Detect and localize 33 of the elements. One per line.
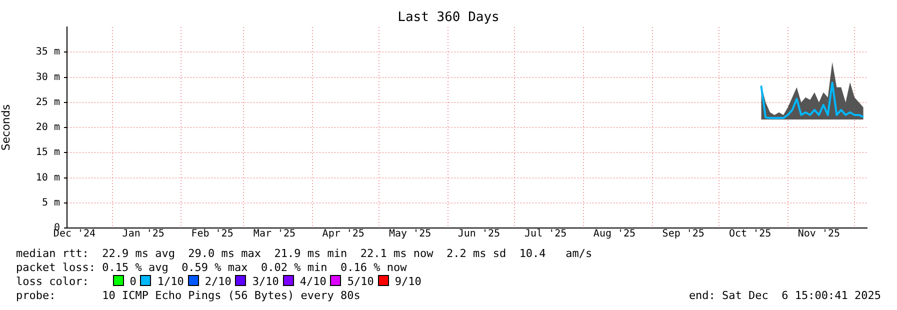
x-tick-label: Sep '25 bbox=[662, 228, 704, 240]
y-tick-label: 30 m bbox=[36, 72, 60, 83]
text: 3/10 bbox=[252, 275, 279, 288]
x-tick-label: Oct '25 bbox=[728, 228, 772, 240]
text: 0 bbox=[130, 275, 136, 288]
y-tick-label: 5 m bbox=[42, 197, 60, 208]
x-tick-label: Nov '25 bbox=[798, 228, 840, 240]
text: 9/10 bbox=[394, 275, 422, 288]
x-tick-label: Feb '25 bbox=[191, 228, 234, 240]
y-tick-label: 35 m bbox=[36, 46, 60, 58]
x-tick-label: Dec '24 bbox=[53, 228, 96, 240]
y-tick-label: 20 m bbox=[36, 122, 60, 134]
text: end: Sat Dec 6 15:00:41 2025 bbox=[688, 289, 881, 302]
text: probe: 10 ICMP Echo Pings (56 Bytes) every 80s bbox=[16, 289, 360, 302]
x-tick-label: Jul '25 bbox=[524, 228, 567, 240]
text: 2/10 bbox=[204, 275, 232, 288]
text: 5/10 bbox=[347, 275, 374, 288]
text: 1/10 bbox=[157, 275, 184, 288]
text: median rtt: 22.9 ms avg 29.0 ms max 21.9 ms min 22.1 ms now 2.2 ms sd 10.4 am/s bbox=[16, 247, 592, 260]
x-tick-label: Mar '25 bbox=[253, 228, 296, 240]
x-tick-label: Aug '25 bbox=[593, 228, 636, 240]
y-tick-label: 15 m bbox=[36, 147, 60, 158]
x-tick-label: Apr '25 bbox=[322, 228, 364, 240]
y-tick-label: 25 m bbox=[36, 96, 60, 108]
x-tick-label: Jan '25 bbox=[122, 228, 164, 240]
text: loss color: bbox=[16, 275, 90, 288]
x-tick-label: Jun '25 bbox=[458, 228, 500, 240]
text: packet loss: 0.15 % avg 0.59 % max 0.02 % min 0.16 % now bbox=[16, 261, 407, 274]
x-tick-label: May '25 bbox=[388, 228, 432, 240]
text: 4/10 bbox=[300, 275, 326, 288]
y-axis-title: Seconds bbox=[0, 104, 12, 151]
y-tick-label: 10 m bbox=[36, 172, 60, 184]
chart-title: Last 360 Days bbox=[396, 10, 500, 25]
